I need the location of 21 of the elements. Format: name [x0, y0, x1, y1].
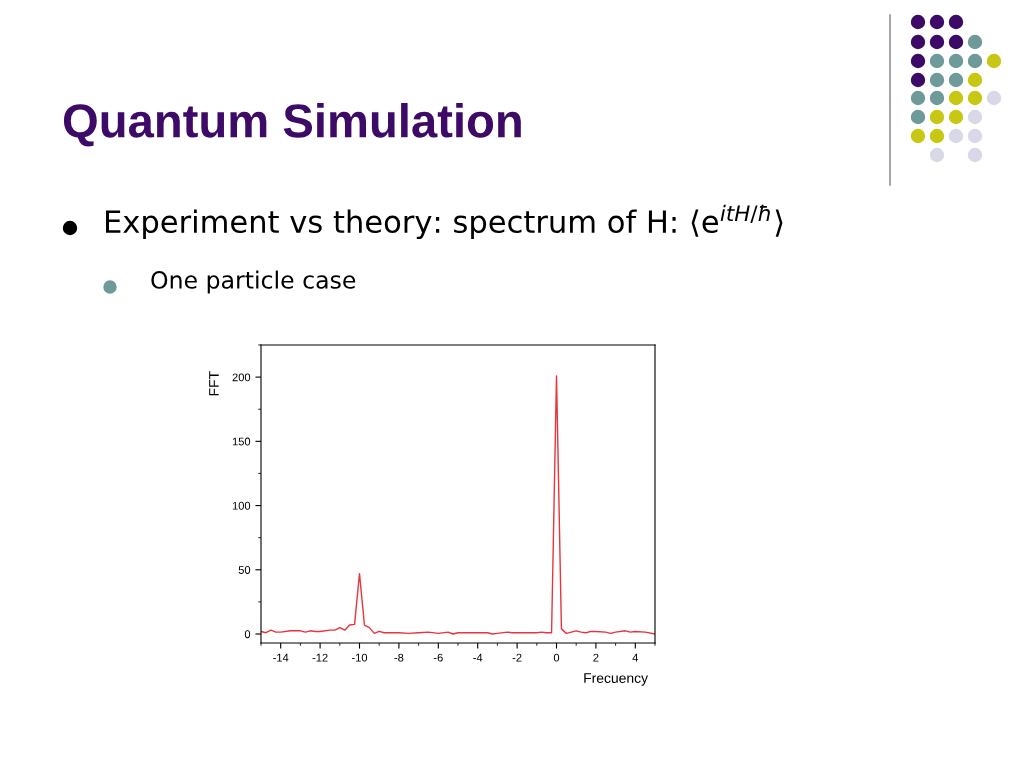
line-series — [261, 375, 655, 635]
chart-title: Quantum Simulation — [63, 102, 521, 147]
y-tick-label: 200 — [232, 373, 251, 382]
y-tick-label: 50 — [238, 566, 251, 574]
x-tick-label: 2 — [593, 653, 599, 662]
x-tick-label: 4 — [632, 653, 639, 662]
x-tick-label: 0 — [553, 653, 560, 662]
x-tick-label: -6 — [433, 653, 443, 662]
x-tick-label: -10 — [351, 653, 368, 662]
x-tick-label: -14 — [273, 653, 289, 662]
x-tick-label: -4 — [473, 653, 483, 662]
x-tick-label: -12 — [312, 653, 328, 662]
x-tick-label: -8 — [394, 653, 404, 662]
y-tick-label: 150 — [232, 437, 251, 446]
x-axis-title: Frecuency — [584, 673, 648, 686]
x-tick-label: -2 — [512, 653, 522, 662]
y-tick-label: 100 — [232, 501, 251, 510]
text: Experiment vs theory: spectrum of H: ⟨e$^{itH/ħ}$⟩ — [106, 204, 783, 240]
text: One particle case — [151, 270, 356, 294]
y-tick-label: 0 — [244, 630, 251, 639]
y-axis-title: FFT — [209, 371, 219, 396]
